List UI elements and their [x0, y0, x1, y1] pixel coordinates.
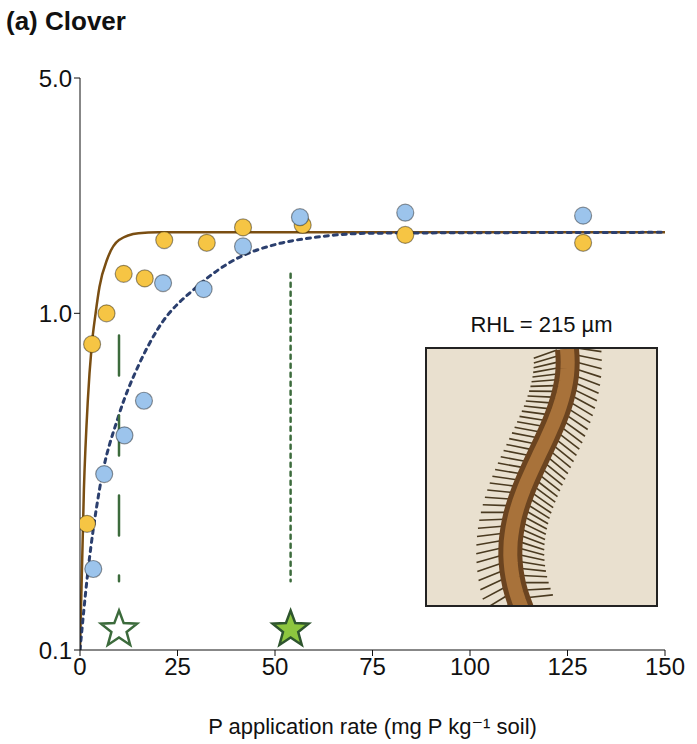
svg-text:50: 50: [262, 653, 289, 680]
svg-text:0: 0: [73, 653, 86, 680]
svg-text:5.0: 5.0: [39, 65, 72, 92]
svg-text:150: 150: [645, 653, 685, 680]
svg-text:100: 100: [450, 653, 490, 680]
svg-text:0.1: 0.1: [39, 637, 72, 664]
svg-text:1.0: 1.0: [39, 300, 72, 327]
svg-text:P application rate (mg P kg⁻¹: P application rate (mg P kg⁻¹ soil): [208, 714, 537, 739]
svg-text:25: 25: [164, 653, 191, 680]
html-text:RHL = 215 µm: RHL = 215 µm: [470, 312, 613, 337]
html-text:(a) Clover: (a) Clover: [6, 6, 126, 36]
svg-text:125: 125: [547, 653, 587, 680]
svg-text:75: 75: [359, 653, 386, 680]
